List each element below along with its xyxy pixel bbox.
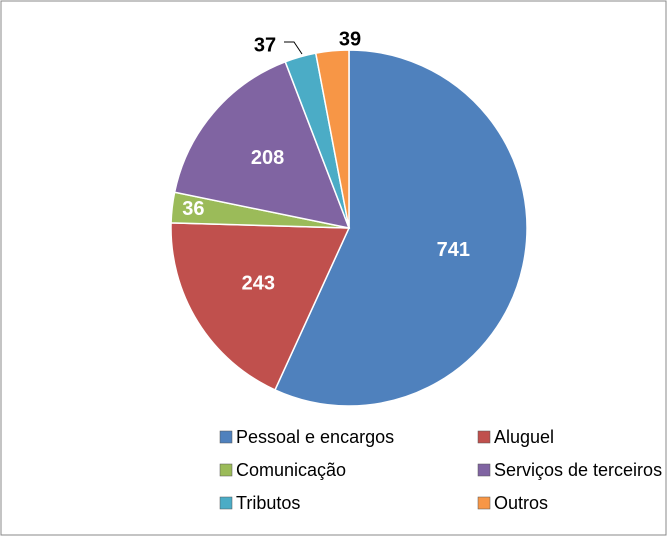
legend-label: Outros	[494, 493, 548, 513]
data-label: 243	[242, 273, 275, 295]
data-label: 741	[437, 239, 470, 261]
legend-swatch	[477, 496, 491, 510]
legend-swatch	[219, 430, 233, 444]
pie-slice	[314, 49, 350, 229]
pie-slice	[173, 60, 351, 230]
data-label: 37	[254, 34, 276, 56]
data-label: 36	[182, 198, 204, 220]
legend-swatch	[219, 463, 233, 477]
legend-label: Tributos	[236, 493, 300, 513]
leader-line	[284, 41, 303, 55]
legend-label: Aluguel	[494, 427, 554, 447]
legend-swatch	[219, 496, 233, 510]
legend-label: Serviços de terceiros	[494, 460, 662, 480]
pie-slice	[170, 222, 351, 391]
legend-label: Comunicação	[236, 460, 346, 480]
data-label: 39	[339, 28, 361, 50]
legend-label: Pessoal e encargos	[236, 427, 394, 447]
legend-swatch	[477, 463, 491, 477]
legend-swatch	[477, 430, 491, 444]
pie-slice	[273, 49, 528, 407]
data-label: 208	[251, 147, 284, 169]
